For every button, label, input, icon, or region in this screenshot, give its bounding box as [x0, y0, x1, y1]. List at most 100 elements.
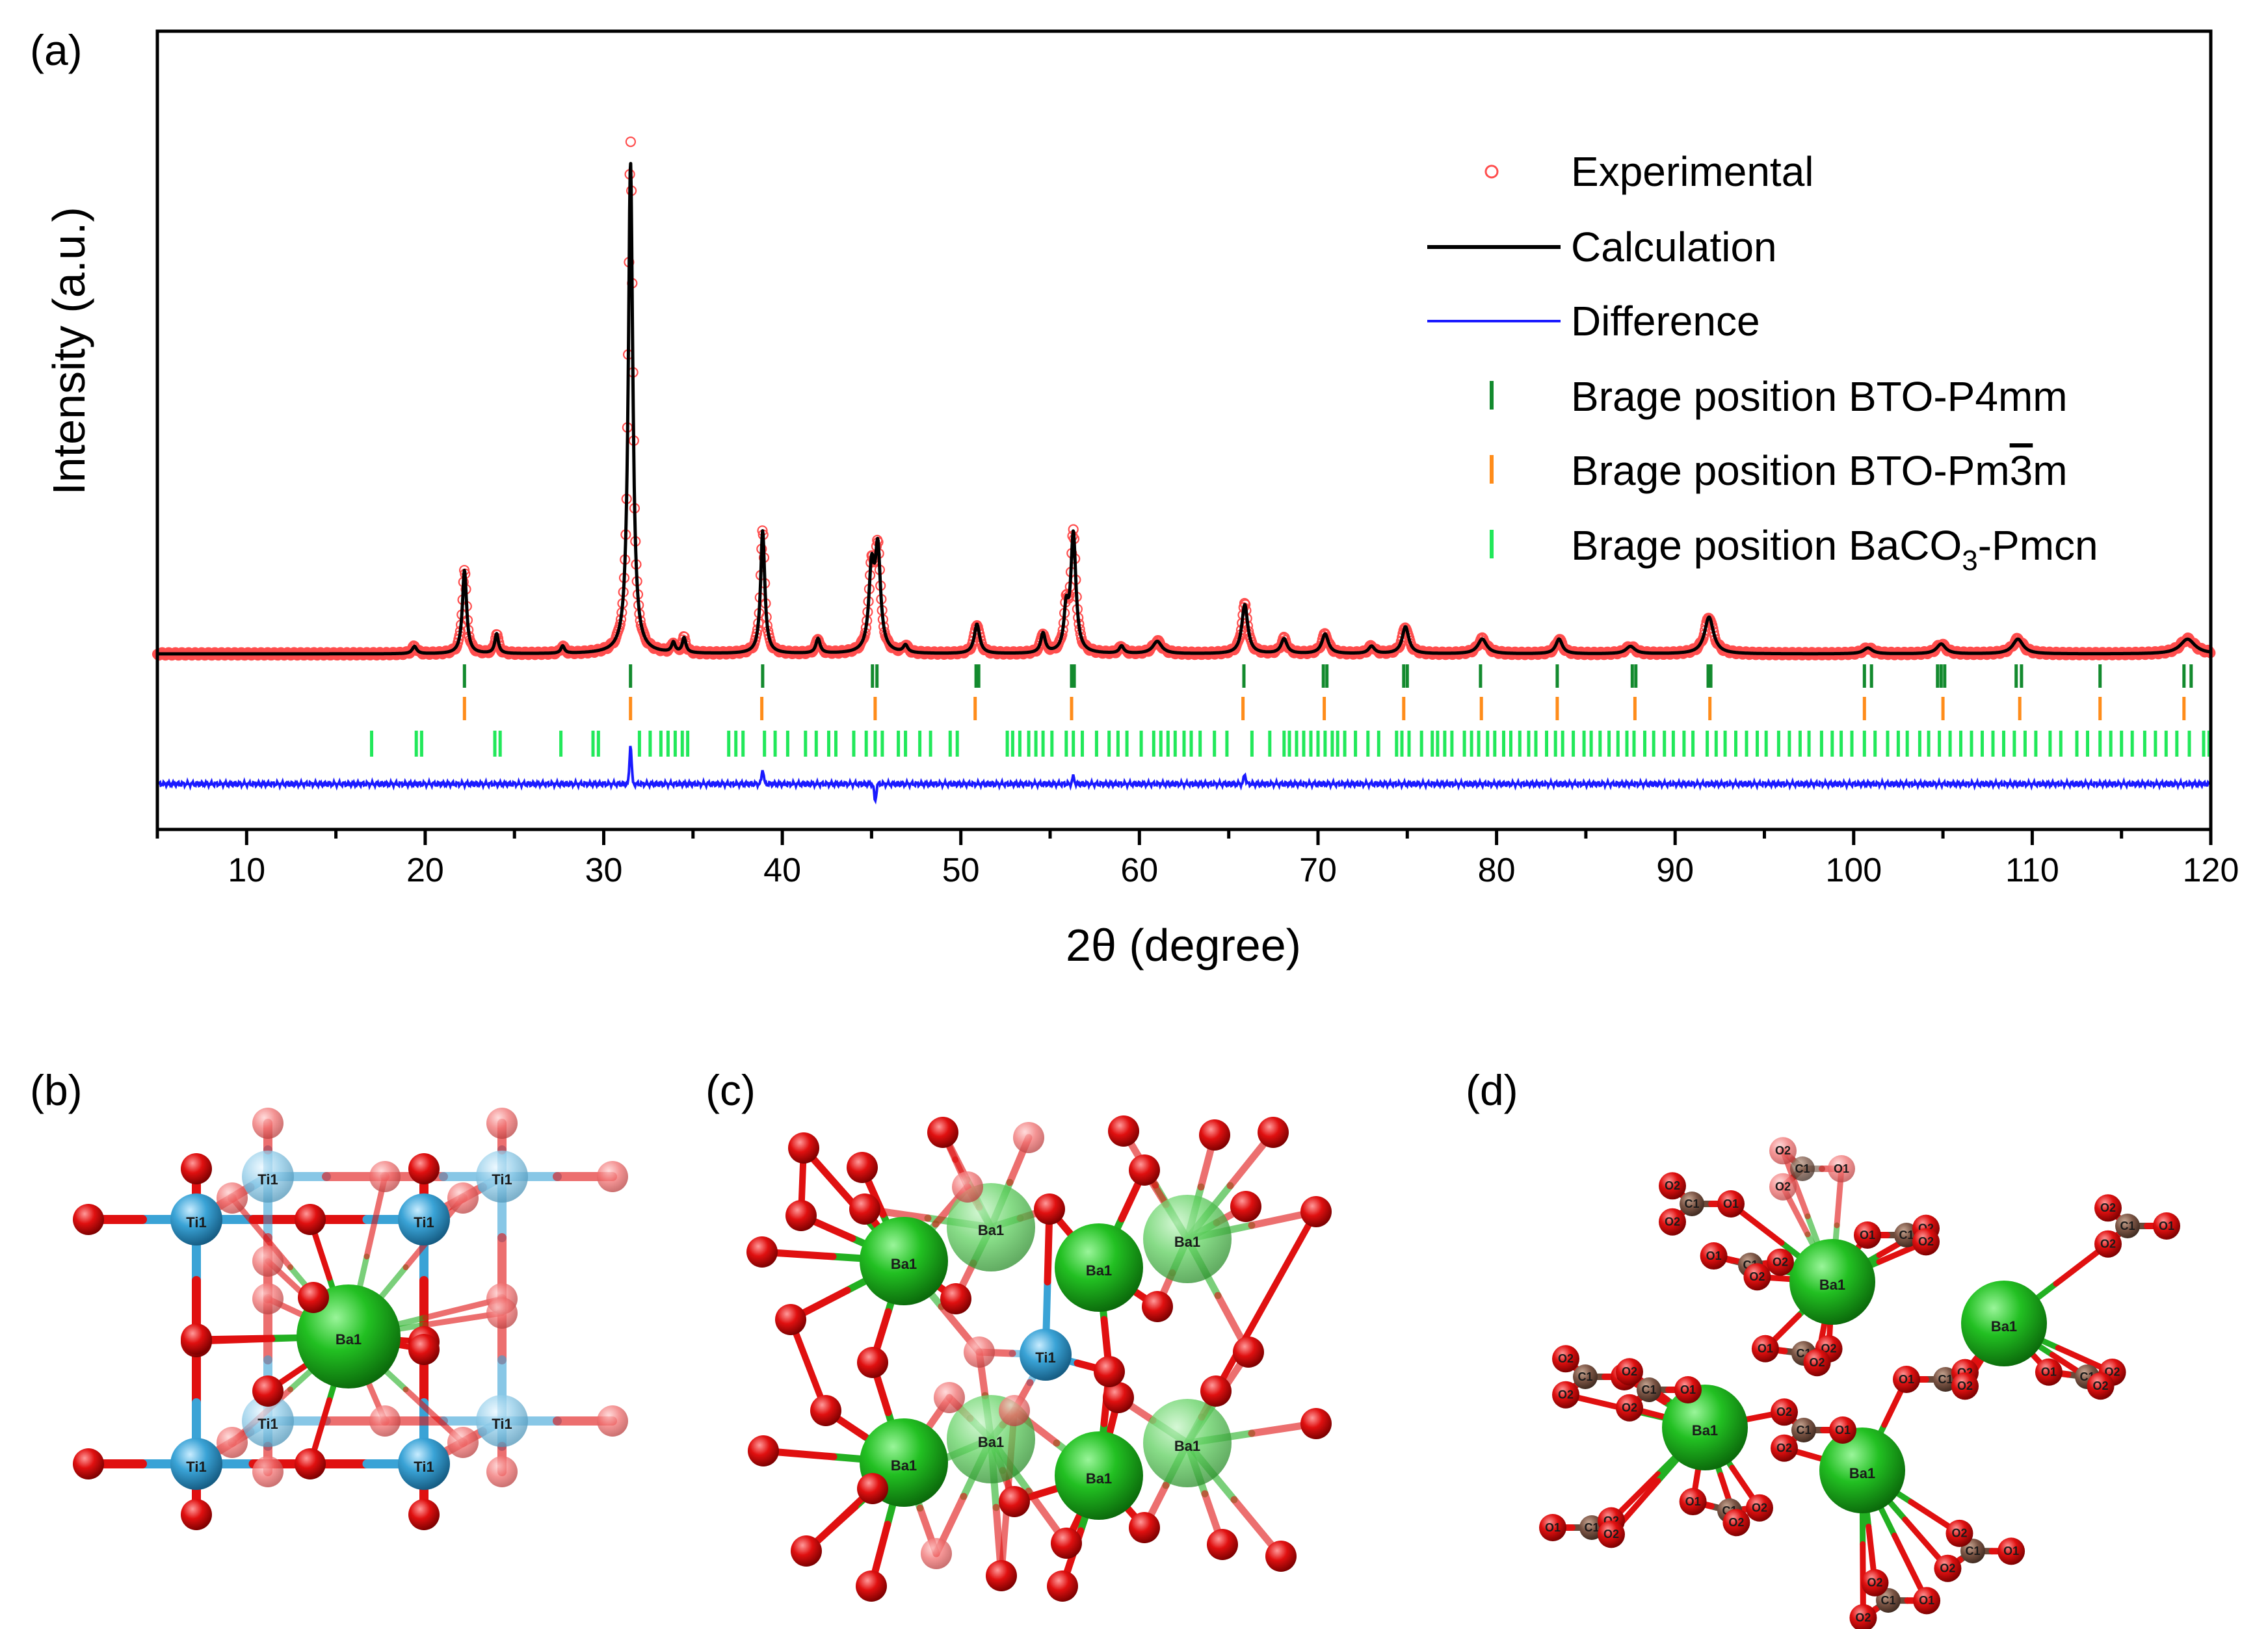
- c-atom-o-39: [856, 1570, 887, 1602]
- c-atom-o-33: [934, 1382, 965, 1413]
- b-atom-label-2: Ti1: [186, 1459, 206, 1475]
- panel-label-b: (b): [30, 1066, 83, 1114]
- legend-label-baco3: Brage position BaCO3-Pmcn: [1571, 522, 2098, 577]
- c-atom-label-6: Ba1: [978, 1434, 1004, 1450]
- b-atom-o-10: [295, 1448, 326, 1479]
- d-atom-label-59: O2: [1867, 1576, 1882, 1589]
- d-atom-label-24: C1: [1577, 1370, 1592, 1383]
- d-atom-label-33: O1: [1899, 1373, 1914, 1386]
- d-atom-label-53: O1: [1685, 1495, 1701, 1508]
- d-atom-label-7: O2: [1775, 1144, 1791, 1157]
- d-atom-label-3: Ba1: [1849, 1465, 1875, 1481]
- c-atom-o-25: [940, 1283, 971, 1314]
- legend: Experimental Calculation Difference Brag…: [1427, 148, 2098, 577]
- d-atom-label-4: C1: [1795, 1162, 1810, 1175]
- d-atom-label-38: O2: [1776, 1441, 1792, 1454]
- b-atom-o-32: [597, 1405, 628, 1437]
- c-atom-o-12: [1013, 1122, 1044, 1153]
- c-atom-o-32: [857, 1473, 888, 1504]
- c-atom-o-47: [964, 1336, 995, 1368]
- c-atom-o-10: [847, 1152, 878, 1183]
- d-atom-label-16: C1: [1899, 1229, 1914, 1242]
- x-tick-label-30: 30: [585, 852, 623, 889]
- x-tick-label-100: 100: [1825, 852, 1882, 889]
- b-atom-o-37: [486, 1297, 518, 1329]
- d-atom-label-2: Ba1: [1692, 1422, 1718, 1439]
- d-atom-label-19: O2: [1918, 1235, 1934, 1248]
- d-atom-label-5: O1: [1834, 1162, 1849, 1175]
- d-atom-label-37: O1: [1835, 1424, 1851, 1437]
- b-atom-label-4: Ti1: [257, 1171, 278, 1188]
- x-axis-title: 2θ (degree): [1066, 920, 1301, 971]
- d-atom-label-60: C1: [1641, 1383, 1656, 1396]
- c-atom-o-28: [1233, 1336, 1264, 1368]
- x-tick-label-60: 60: [1120, 852, 1158, 889]
- b-atom-o-22: [408, 1153, 440, 1184]
- d-atom-label-29: O1: [1758, 1342, 1773, 1355]
- d-atom-label-58: O2: [1855, 1611, 1871, 1624]
- d-atom-label-46: O2: [1940, 1561, 1955, 1574]
- d-atom-label-0: Ba1: [1819, 1277, 1845, 1293]
- b-atom-o-35: [252, 1375, 284, 1407]
- c-atom-o-31: [810, 1395, 841, 1426]
- b-atom-o-14: [369, 1405, 401, 1437]
- c-atom-o-13: [1108, 1115, 1139, 1147]
- c-atom-label-0: Ba1: [891, 1256, 917, 1272]
- b-atom-label-1: Ti1: [414, 1214, 434, 1231]
- structure-bto-p4mm: Ti1 Ti1 Ti1 Ti1 Ti1 Ti1 Ti1 Ti1 Ba1: [73, 1108, 628, 1530]
- d-atom-label-36: C1: [1796, 1424, 1811, 1437]
- c-atom-label-4: Ba1: [978, 1222, 1004, 1238]
- d-atom-label-57: O1: [1919, 1594, 1934, 1607]
- x-tick-label-80: 80: [1478, 852, 1516, 889]
- b-atom-o-15: [252, 1283, 284, 1314]
- d-atom-label-41: O1: [2041, 1366, 2057, 1379]
- b-atom-label-3: Ti1: [414, 1459, 434, 1475]
- panel-label-d: (d): [1466, 1066, 1518, 1114]
- x-tick-label-10: 10: [228, 852, 265, 889]
- c-atom-o-19: [952, 1171, 983, 1203]
- c-atom-o-15: [1258, 1117, 1289, 1148]
- d-atom-label-8: C1: [1684, 1197, 1699, 1210]
- c-atom-o-18: [849, 1193, 880, 1225]
- d-atom-label-47: O2: [1951, 1527, 1967, 1540]
- c-atom-o-38: [791, 1535, 822, 1567]
- b-atom-o-31: [597, 1161, 628, 1192]
- d-atom-label-43: O2: [2093, 1379, 2109, 1392]
- x-tick-label-70: 70: [1299, 852, 1337, 889]
- b-atom-o-26: [408, 1499, 440, 1530]
- c-atom-o-43: [1129, 1512, 1160, 1543]
- x-tick-label-120: 120: [2183, 852, 2239, 889]
- c-atom-o-22: [1230, 1191, 1261, 1222]
- c-atom-label-1: Ba1: [1086, 1262, 1112, 1279]
- d-atom-label-27: O2: [1558, 1352, 1574, 1365]
- c-atom-o-42: [1051, 1528, 1082, 1559]
- c-atom-label-7: Ba1: [1174, 1438, 1200, 1454]
- x-tick-label-110: 110: [2005, 852, 2059, 889]
- legend-label-pm3m: Brage position BTO-Pm3m: [1571, 447, 2068, 494]
- c-atom-o-26: [999, 1395, 1030, 1426]
- c-atom-o-27: [1142, 1291, 1173, 1322]
- b-atom-o-19: [217, 1427, 248, 1458]
- d-atom-label-62: O2: [1622, 1401, 1637, 1414]
- c-atom-o-24: [857, 1347, 888, 1378]
- b-atom-o-36: [181, 1323, 212, 1355]
- d-atom-label-61: O1: [1680, 1383, 1696, 1396]
- legend-label-calculation: Calculation: [1571, 224, 1777, 270]
- b-atom-label-8: Ba1: [336, 1331, 362, 1348]
- c-atom-label-5: Ba1: [1174, 1234, 1200, 1250]
- b-atom-o-25: [181, 1499, 212, 1530]
- c-atom-o-36: [1200, 1375, 1232, 1407]
- c-atom-o-30: [748, 1435, 779, 1466]
- d-atom-label-6: O2: [1775, 1180, 1791, 1193]
- b-atom-label-5: Ti1: [492, 1171, 512, 1188]
- b-atom-o-23: [252, 1108, 284, 1139]
- d-atom-label-31: O2: [1810, 1356, 1825, 1369]
- d-atom-label-44: C1: [1965, 1544, 1980, 1557]
- c-atom-o-41: [986, 1560, 1017, 1591]
- b-atom-label-0: Ti1: [186, 1214, 206, 1231]
- d-atom-label-39: O2: [1776, 1405, 1792, 1418]
- x-tick-label-90: 90: [1656, 852, 1694, 889]
